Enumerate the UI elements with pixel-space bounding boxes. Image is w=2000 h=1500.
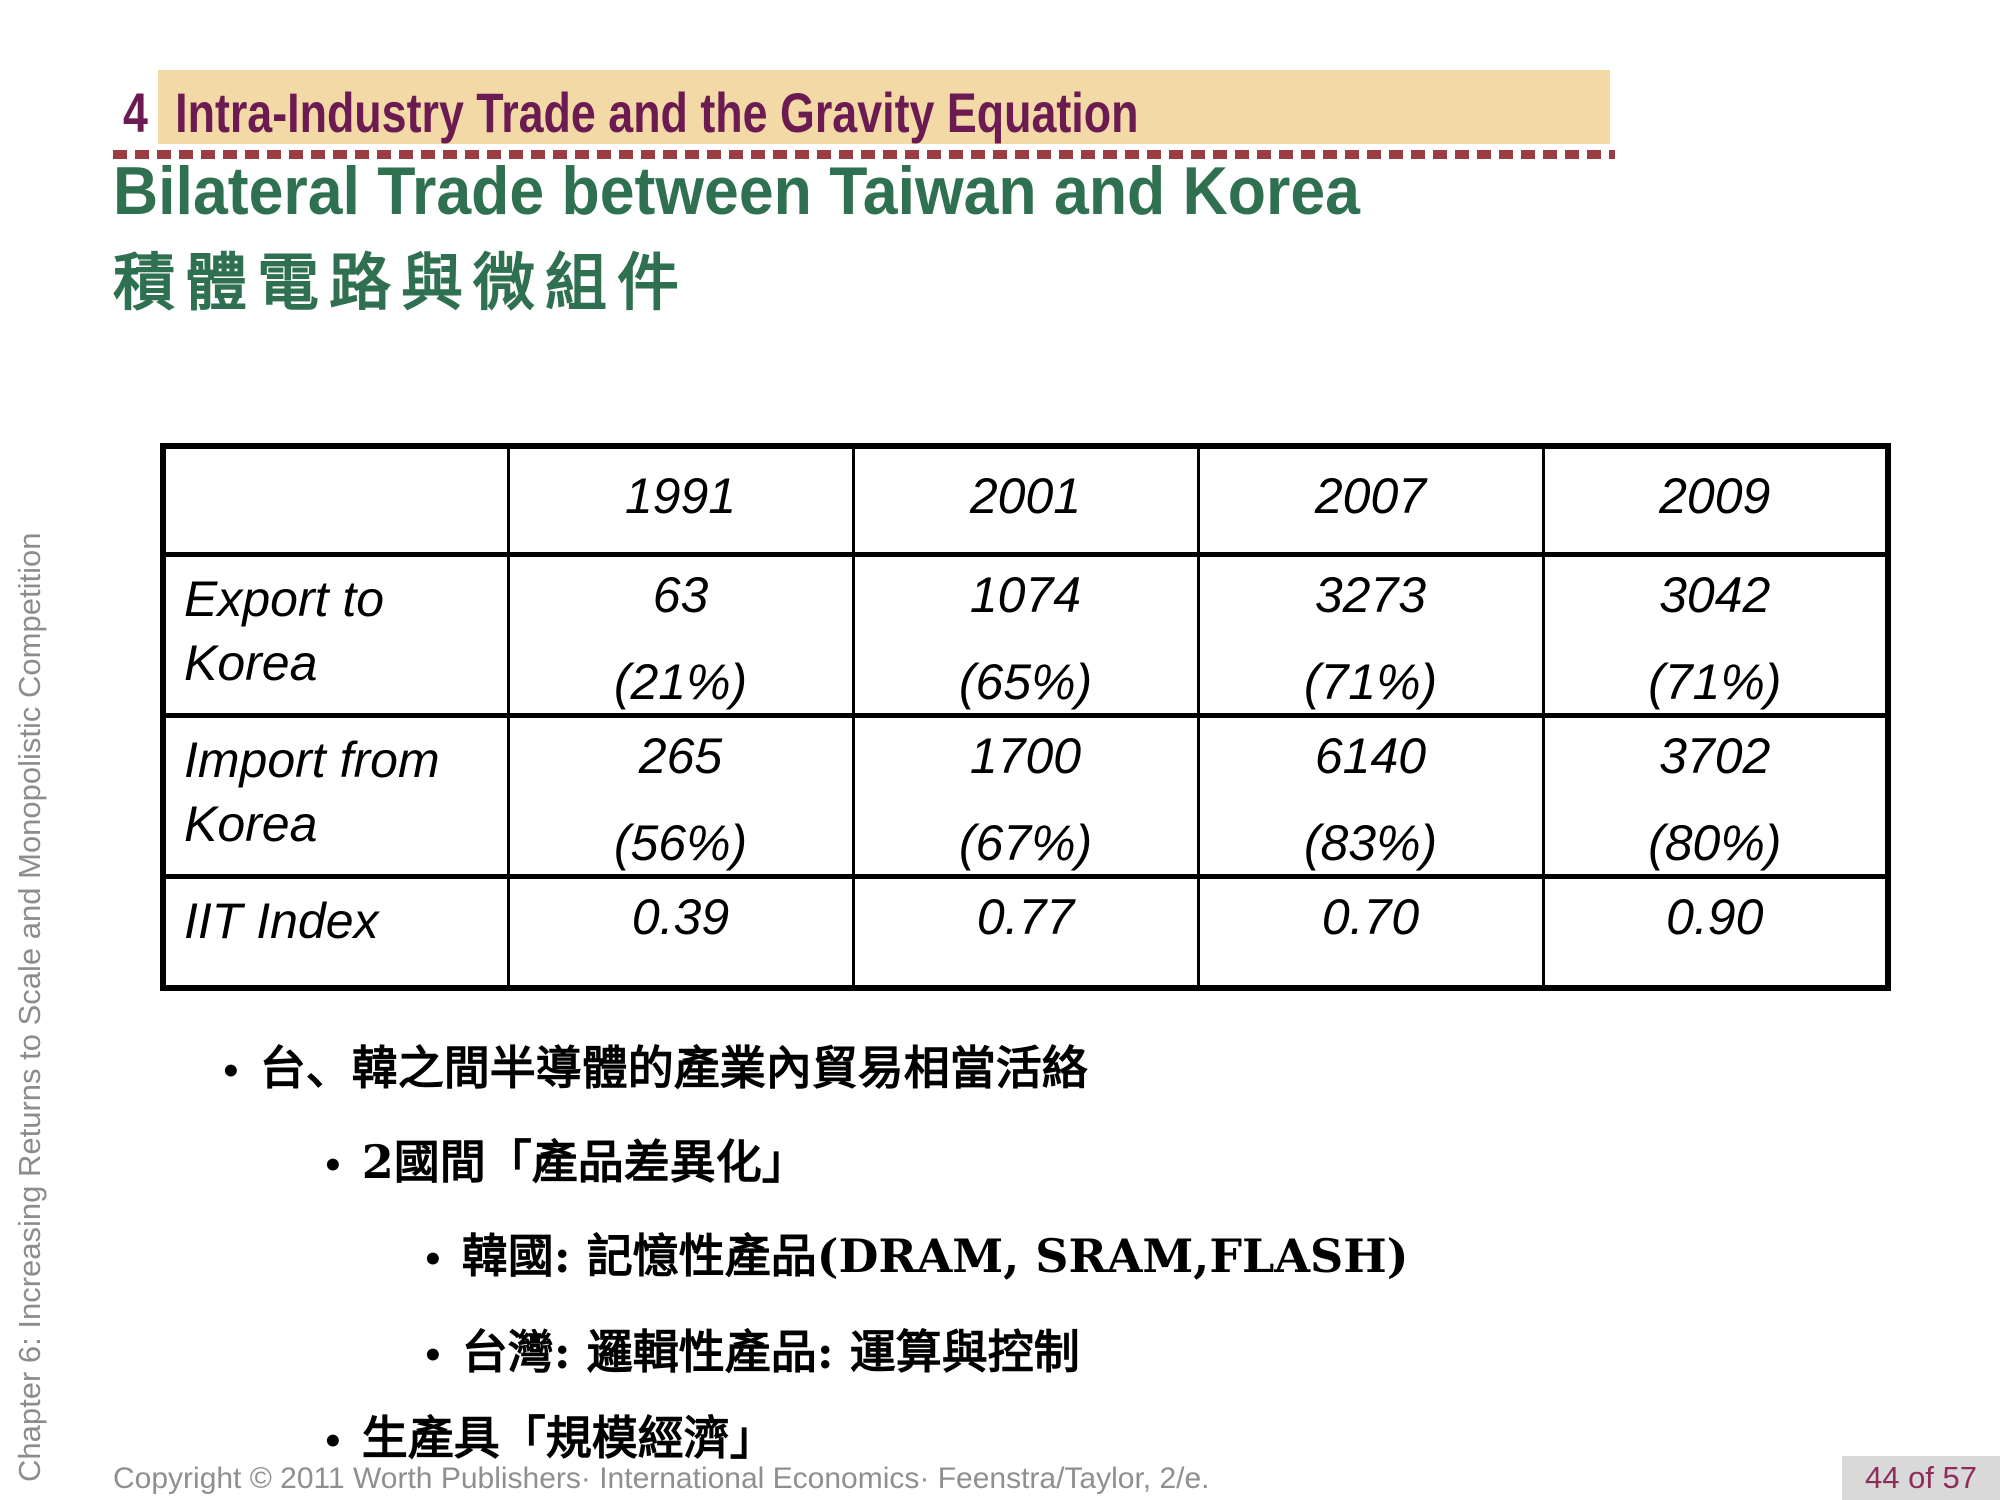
cell-export-1991: 63 (21%) bbox=[506, 551, 855, 718]
section-header-banner bbox=[158, 70, 1610, 144]
bullet-icon: • bbox=[422, 1240, 444, 1280]
header-dashed-divider bbox=[113, 150, 1615, 159]
bullet-item-5: • 生產具「規模經濟」 bbox=[322, 1411, 776, 1465]
page-number: 44 of 57 bbox=[1864, 1460, 1978, 1495]
row-label-import: Import from Korea bbox=[161, 712, 510, 879]
bullet-item-3: • 韓國: 記憶性產品(DRAM, SRAM,FLASH) bbox=[422, 1229, 1409, 1283]
bullet-item-1: • 台、韓之間半導體的產業內貿易相當活絡 bbox=[220, 1041, 1088, 1095]
cell-import-1991: 265 (56%) bbox=[506, 712, 855, 879]
cell-iit-2007: 0.70 bbox=[1196, 873, 1545, 991]
cell-import-2009: 3702 (80%) bbox=[1541, 712, 1890, 879]
table-col-2001: 2001 bbox=[851, 443, 1200, 557]
bullet-icon: • bbox=[422, 1336, 444, 1376]
copyright-text: Copyright © 2011 Worth Publishers· Inter… bbox=[113, 1462, 1210, 1495]
bullet-icon: • bbox=[220, 1052, 242, 1092]
slide-subtitle-chinese: 積體電路與微組件 bbox=[113, 246, 690, 319]
cell-export-2007: 3273 (71%) bbox=[1196, 551, 1545, 718]
table-corner-cell bbox=[161, 443, 510, 557]
table-col-2009: 2009 bbox=[1541, 443, 1890, 557]
section-title: Intra-Industry Trade and the Gravity Equ… bbox=[175, 81, 1139, 144]
cell-iit-2001: 0.77 bbox=[851, 873, 1200, 991]
trade-table: 1991 2001 2007 2009 Export to Korea 63 (… bbox=[160, 443, 1891, 991]
cell-iit-1991: 0.39 bbox=[506, 873, 855, 991]
table-row-export: Export to Korea 63 (21%) 1074 (65%) 3273… bbox=[161, 551, 1890, 718]
table-col-2007: 2007 bbox=[1196, 443, 1545, 557]
bullet-icon: • bbox=[322, 1422, 344, 1462]
chapter-sidebar-label: Chapter 6: Increasing Returns to Scale a… bbox=[12, 532, 47, 1482]
bullet-item-2: • 2國間「產品差異化」 bbox=[322, 1135, 808, 1189]
bullet-icon: • bbox=[322, 1146, 344, 1186]
cell-export-2001: 1074 (65%) bbox=[851, 551, 1200, 718]
cell-iit-2009: 0.90 bbox=[1541, 873, 1890, 991]
cell-import-2007: 6140 (83%) bbox=[1196, 712, 1545, 879]
table-col-1991: 1991 bbox=[506, 443, 855, 557]
page-number-badge: 44 of 57 bbox=[1842, 1456, 2000, 1500]
slide-title: Bilateral Trade between Taiwan and Korea bbox=[113, 153, 1360, 229]
bullet-item-4: • 台灣: 邏輯性產品: 運算與控制 bbox=[422, 1325, 1080, 1379]
table-header-row: 1991 2001 2007 2009 bbox=[161, 443, 1890, 557]
section-number: 4 bbox=[123, 81, 148, 144]
cell-import-2001: 1700 (67%) bbox=[851, 712, 1200, 879]
row-label-export: Export to Korea bbox=[161, 551, 510, 718]
row-label-iit: IIT Index bbox=[161, 873, 510, 991]
cell-export-2009: 3042 (71%) bbox=[1541, 551, 1890, 718]
table-row-iit-index: IIT Index 0.39 0.77 0.70 0.90 bbox=[161, 873, 1890, 991]
table-row-import: Import from Korea 265 (56%) 1700 (67%) 6… bbox=[161, 712, 1890, 879]
section-header: 4 Intra-Industry Trade and the Gravity Eq… bbox=[123, 80, 1138, 145]
